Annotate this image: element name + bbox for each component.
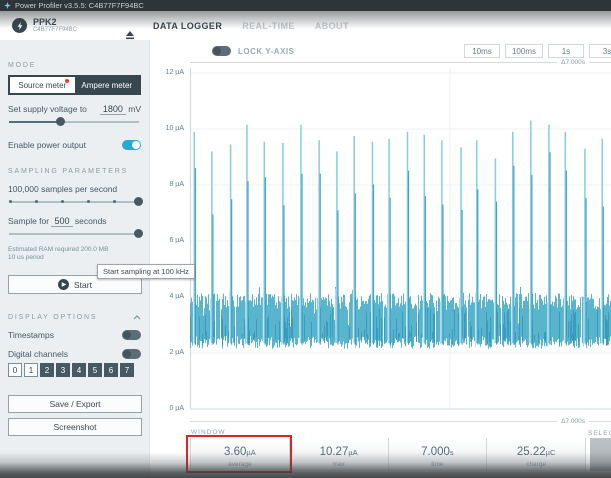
channel-chip-1[interactable]: 1: [24, 363, 38, 377]
range-button-1s[interactable]: 1s: [548, 44, 584, 58]
stat-average: 3.60µAaverage: [191, 438, 290, 471]
range-button-3s[interactable]: 3s: [589, 44, 611, 58]
tab-about[interactable]: ABOUT: [315, 21, 349, 31]
app-window: Power Profiler v3.5.5: C4B77F7F94BC PPK2…: [0, 0, 611, 478]
window-span-label-bottom: Δ7.000s: [557, 418, 589, 425]
sample-rate-slider-handle[interactable]: [134, 197, 143, 206]
mode-source-meter-button[interactable]: Source meter: [10, 77, 75, 93]
source-meter-indicator-dot: [65, 79, 69, 83]
ram-note: Estimated RAM required 200.0 MB: [8, 246, 141, 253]
window-span-label-top: Δ7.000s: [557, 59, 589, 66]
mode-section-label: MODE: [8, 62, 141, 69]
current-waveform-chart[interactable]: [190, 68, 611, 414]
sample-rate-label: 100,000 samples per second: [8, 184, 141, 194]
channel-chip-2[interactable]: 2: [40, 363, 54, 377]
sampling-section-label: SAMPLING PARAMETERS: [8, 168, 141, 175]
digital-channel-chips: 01234567: [8, 363, 141, 377]
supply-voltage-value[interactable]: 1800: [100, 104, 126, 115]
start-tooltip: Start sampling at 100 kHz: [97, 264, 195, 279]
chart-panel: LOCK Y-AXIS 10ms 100ms 1s 3s Δ7.000s 12 µA 1…: [150, 40, 611, 478]
channel-chip-3[interactable]: 3: [56, 363, 70, 377]
enable-power-label: Enable power output: [8, 140, 86, 150]
supply-voltage-slider-handle[interactable]: [56, 117, 65, 126]
window-title: Power Profiler v3.5.5: C4B77F7F94BC: [15, 1, 144, 10]
sidebar: MODE Source meter Ampere meter Set suppl…: [0, 40, 150, 478]
y-tick-label: 6 µA: [150, 237, 184, 244]
y-tick-label: 0 µA: [150, 405, 184, 412]
range-button-10ms[interactable]: 10ms: [464, 44, 500, 58]
timestamps-label: Timestamps: [8, 330, 54, 340]
time-range-buttons: 10ms 100ms 1s 3s: [464, 44, 611, 58]
channel-chip-0[interactable]: 0: [8, 363, 22, 377]
supply-voltage-label: Set supply voltage to: [8, 104, 87, 114]
collapse-chevron-icon[interactable]: [133, 315, 141, 320]
range-button-100ms[interactable]: 100ms: [505, 44, 543, 58]
stat-max: 10.27µAmax: [290, 438, 389, 471]
y-tick-label: 2 µA: [150, 349, 184, 356]
timestamps-toggle[interactable]: [122, 330, 141, 340]
window-span-ruler-bottom: Δ7.000s: [190, 421, 611, 422]
y-tick-label: 10 µA: [150, 125, 184, 132]
app-header: PPK2 C4B77F7F94BC DATA LOGGER REAL-TIME AB…: [0, 11, 611, 40]
stat-charge: 25.22µCcharge: [487, 438, 586, 471]
mode-selector: Source meter Ampere meter: [8, 75, 141, 95]
window-stats-row: 3.60µAaverage10.27µAmax7.000stime25.22µC…: [190, 438, 586, 471]
sample-duration-suffix: seconds: [75, 216, 107, 226]
tab-bar: DATA LOGGER REAL-TIME ABOUT: [153, 21, 349, 31]
sample-duration-value[interactable]: 500: [51, 216, 72, 227]
sample-duration-slider-handle[interactable]: [134, 229, 143, 238]
selection-stats-box: [590, 438, 611, 471]
sample-duration-slider[interactable]: [9, 229, 139, 239]
lock-y-axis-label: LOCK Y-AXIS: [238, 47, 294, 56]
window-stats-label: WINDOW: [191, 429, 226, 436]
digital-channels-label: Digital channels: [8, 349, 68, 359]
y-tick-label: 8 µA: [150, 181, 184, 188]
tab-real-time[interactable]: REAL-TIME: [242, 21, 295, 31]
digital-channels-toggle[interactable]: [122, 349, 141, 359]
supply-voltage-unit: mV: [128, 104, 141, 114]
screenshot-button[interactable]: Screenshot: [8, 418, 142, 436]
channel-chip-6[interactable]: 6: [104, 363, 118, 377]
titlebar: Power Profiler v3.5.5: C4B77F7F94BC: [0, 0, 611, 11]
power-icon: [12, 18, 27, 33]
save-export-button[interactable]: Save / Export: [8, 395, 142, 413]
lock-y-axis-toggle[interactable]: [212, 46, 231, 56]
sample-rate-slider[interactable]: [9, 197, 139, 207]
channel-chip-7[interactable]: 7: [120, 363, 134, 377]
device-name: PPK2: [33, 17, 77, 27]
channel-chip-4[interactable]: 4: [72, 363, 86, 377]
selection-stats-label: SELECTION: [588, 430, 611, 437]
channel-chip-5[interactable]: 5: [88, 363, 102, 377]
app-icon: [4, 2, 11, 9]
mode-ampere-meter-button[interactable]: Ampere meter: [75, 77, 140, 93]
supply-voltage-slider[interactable]: [9, 117, 139, 127]
tab-data-logger[interactable]: DATA LOGGER: [153, 21, 222, 31]
y-tick-label: 4 µA: [150, 293, 184, 300]
period-note: 10 us period: [8, 254, 141, 261]
enable-power-toggle[interactable]: [122, 140, 141, 150]
display-options-label: DISPLAY OPTIONS: [8, 314, 97, 321]
device-serial: C4B77F7F94BC: [33, 27, 77, 34]
sample-duration-prefix: Sample for: [8, 216, 49, 226]
y-tick-label: 12 µA: [150, 69, 184, 76]
window-span-ruler-top: Δ7.000s: [190, 62, 611, 63]
play-icon: ▶: [58, 279, 69, 290]
stat-time: 7.000stime: [389, 438, 488, 471]
